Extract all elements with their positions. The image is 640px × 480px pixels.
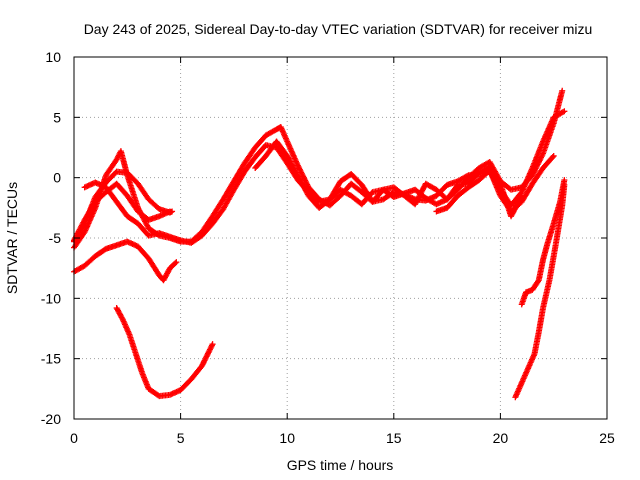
y-tick-label: -5 <box>49 230 62 246</box>
y-tick-label: -10 <box>41 290 61 306</box>
series-track-1 <box>71 87 566 251</box>
x-tick-label: 15 <box>386 430 402 446</box>
chart-title: Day 243 of 2025, Sidereal Day-to-day VTE… <box>84 21 593 37</box>
y-tick-label: -15 <box>41 351 61 367</box>
data-point <box>559 87 566 94</box>
data-point <box>166 208 173 215</box>
x-tick-label: 20 <box>493 430 509 446</box>
y-tick-label: -20 <box>41 411 61 427</box>
y-axis-label: SDTVAR / TECUs <box>4 182 20 294</box>
data-point <box>173 259 180 266</box>
y-tick-label: 5 <box>53 109 61 125</box>
series-track-3 <box>81 108 568 246</box>
data-point-interp <box>464 173 471 180</box>
data-point-interp <box>549 154 556 161</box>
x-axis-label: GPS time / hours <box>287 457 394 473</box>
data-point-interp <box>496 179 503 186</box>
series-track-7 <box>71 238 180 284</box>
series-track-10 <box>518 177 568 308</box>
data-point-interp <box>172 260 179 267</box>
x-tick-label: 25 <box>599 430 615 446</box>
data-point-interp <box>534 278 541 285</box>
data-point <box>550 152 557 159</box>
y-tick-label: 0 <box>53 170 61 186</box>
axis-ticks: 0 5 10 15 20 25 -20 -15 -10 -5 0 5 10 <box>41 49 615 446</box>
x-tick-label: 0 <box>70 430 78 446</box>
series-track-6 <box>433 152 557 215</box>
data-point <box>561 108 568 115</box>
series-track-8 <box>113 304 216 400</box>
data-point <box>561 177 568 184</box>
x-tick-label: 10 <box>279 430 295 446</box>
series-group <box>71 87 568 401</box>
data-point-interp <box>560 109 567 116</box>
y-tick-label: 10 <box>45 49 61 65</box>
x-tick-label: 5 <box>177 430 185 446</box>
data-point <box>209 341 216 348</box>
